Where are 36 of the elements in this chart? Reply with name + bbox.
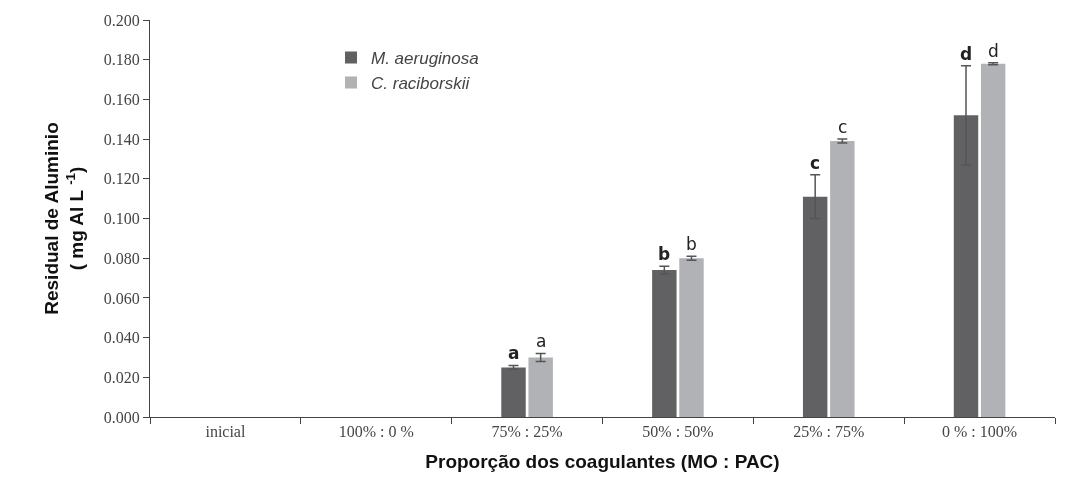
x-tick-label: inicial bbox=[205, 423, 246, 441]
y-tick-label: 0.120 bbox=[103, 170, 140, 188]
data-label: d bbox=[988, 41, 999, 61]
bar bbox=[802, 196, 828, 417]
bar bbox=[679, 258, 704, 417]
y-tick-label: 0.140 bbox=[103, 130, 140, 148]
y-tick-label: 0.180 bbox=[103, 51, 140, 69]
bar bbox=[528, 357, 553, 417]
x-tick-label: 50% : 50% bbox=[642, 423, 714, 441]
data-label: d bbox=[960, 44, 973, 64]
bar bbox=[980, 63, 1006, 417]
data-label: c bbox=[838, 117, 848, 137]
x-tick-label: 100% : 0 % bbox=[338, 423, 414, 441]
data-label: a bbox=[508, 343, 520, 363]
y-tick-label: 0.200 bbox=[103, 11, 140, 29]
bar bbox=[652, 270, 677, 417]
y-tick-label: 0.160 bbox=[103, 91, 140, 108]
x-axis-title: Proporção dos coagulantes (MO : PAC) bbox=[425, 451, 780, 472]
x-tick-label: 0 % : 100% bbox=[942, 423, 1018, 441]
data-label: c bbox=[810, 153, 821, 173]
y-tick-label: 0.080 bbox=[103, 249, 140, 267]
bar bbox=[953, 115, 979, 417]
x-tick-label: 75% : 25% bbox=[491, 423, 563, 441]
y-tick-label: 0.020 bbox=[103, 368, 140, 386]
data-label: b bbox=[686, 234, 697, 254]
y-tick-label: 0.000 bbox=[103, 408, 140, 426]
x-tick-label: 25% : 75% bbox=[793, 423, 865, 441]
y-tick-label: 0.100 bbox=[103, 210, 140, 228]
data-label: b bbox=[658, 244, 671, 264]
data-label: a bbox=[536, 331, 547, 351]
legend-label: C. raciborskii bbox=[371, 74, 471, 94]
y-tick-label: 0.060 bbox=[103, 289, 140, 307]
y-tick-label: 0.040 bbox=[103, 329, 140, 347]
bar bbox=[830, 141, 855, 417]
bar bbox=[501, 367, 526, 417]
legend-label: M. aeruginosa bbox=[371, 49, 479, 69]
